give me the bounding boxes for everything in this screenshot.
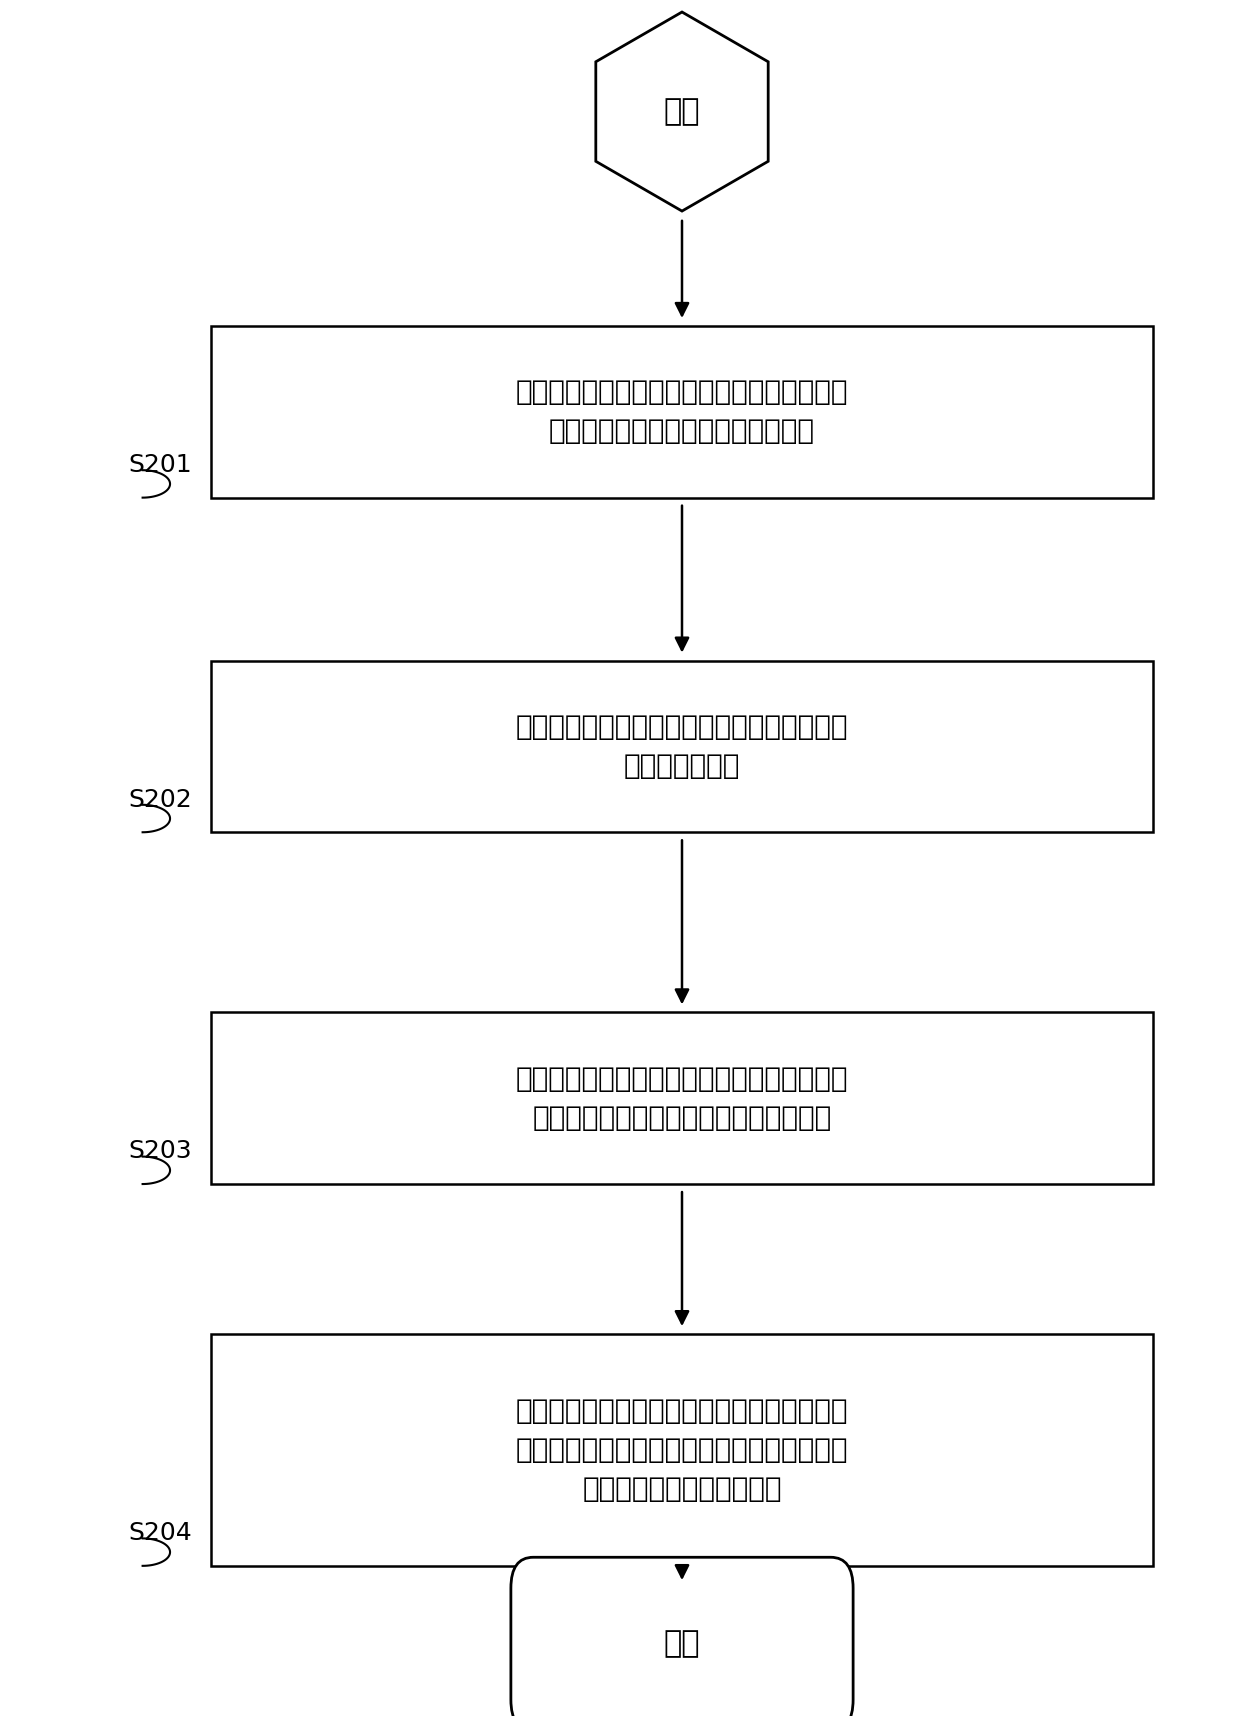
Text: 比较修改合成地震记录与实际的地震记录之间
的误差以及合成地震记录与实际的地震记录之
间的误差，得到优化波阻抗: 比较修改合成地震记录与实际的地震记录之间 的误差以及合成地震记录与实际的地震记录…	[516, 1397, 848, 1503]
Text: 结束: 结束	[663, 1630, 701, 1658]
Text: S202: S202	[129, 788, 192, 812]
Text: S201: S201	[129, 453, 192, 477]
FancyBboxPatch shape	[511, 1558, 853, 1716]
Text: S203: S203	[129, 1139, 192, 1163]
FancyBboxPatch shape	[211, 326, 1153, 498]
Text: 根据所述的初始模型以及地震资料确定合成地
震记录与实际的地震记录之间的误差: 根据所述的初始模型以及地震资料确定合成地 震记录与实际的地震记录之间的误差	[516, 378, 848, 446]
FancyBboxPatch shape	[211, 1012, 1153, 1184]
Text: 根据所述的修改模型以及地震资料确定修改合
成地震记录与实际的地震记录之间的误差: 根据所述的修改模型以及地震资料确定修改合 成地震记录与实际的地震记录之间的误差	[516, 1064, 848, 1133]
FancyBboxPatch shape	[211, 661, 1153, 832]
FancyBboxPatch shape	[211, 1335, 1153, 1565]
Text: 开始: 开始	[663, 98, 701, 125]
Text: S204: S204	[129, 1522, 192, 1544]
Text: 采用非线性全局寻优算法修改所述的初始模型
，得到修改模型: 采用非线性全局寻优算法修改所述的初始模型 ，得到修改模型	[516, 712, 848, 781]
Polygon shape	[595, 12, 769, 211]
